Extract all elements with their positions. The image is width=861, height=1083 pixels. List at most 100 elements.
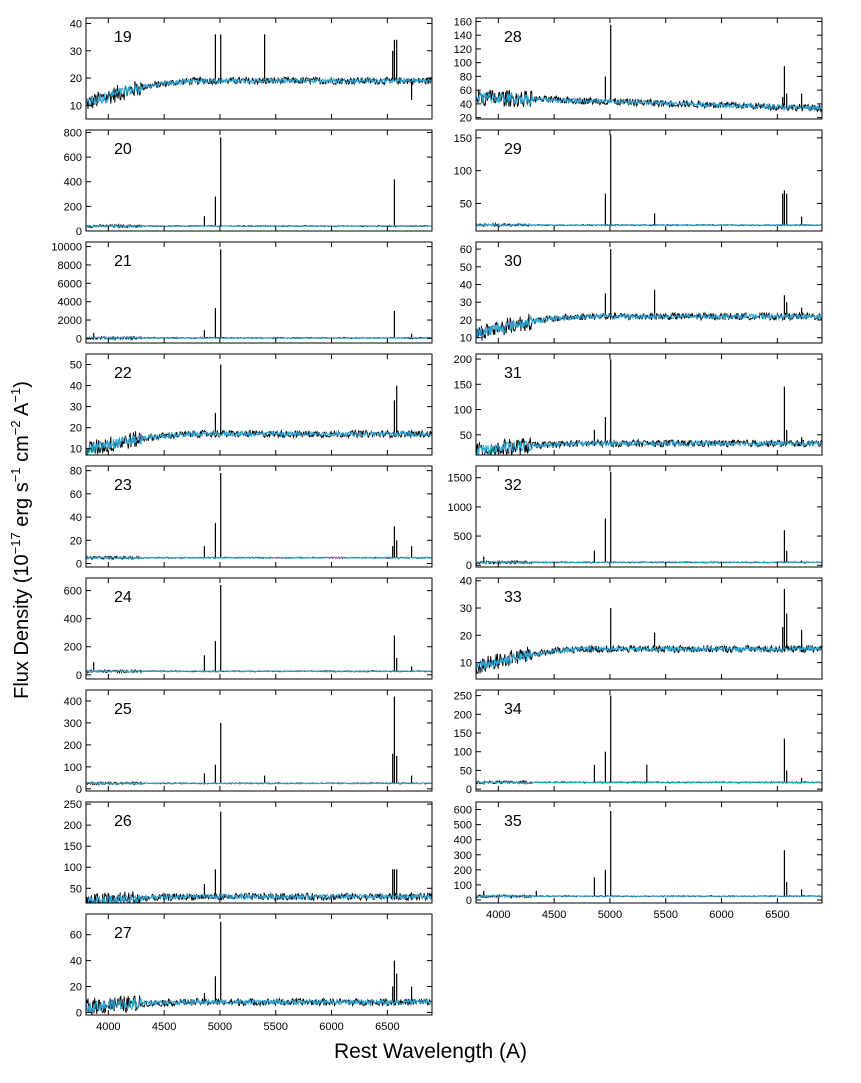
ytick-label-25-400: 400 <box>64 696 82 708</box>
ytick-label-32-1000: 1000 <box>448 502 472 514</box>
ytick-label-19-20: 20 <box>70 73 82 85</box>
panel-27: 27 0 20 40 60 4000 4500 5000 5500 6000 6500 <box>70 913 433 1033</box>
ytick-label-32-500: 500 <box>454 531 472 543</box>
panel-frame-27 <box>85 913 433 1016</box>
ytick-label-26-150: 150 <box>64 841 82 853</box>
panel-label-20: 20 <box>114 141 132 158</box>
xtick-label-27-5500: 5500 <box>263 1021 287 1033</box>
model-spectrum-26 <box>87 892 432 903</box>
panel-33: 33 10 20 30 40 <box>460 576 823 680</box>
xtick-label-35-5500: 5500 <box>653 909 677 921</box>
panel-frame-19 <box>85 17 433 120</box>
y-axis-label-mid1: erg s <box>11 482 33 532</box>
ytick-label-30-30: 30 <box>460 297 472 309</box>
ytick-label-34-100: 100 <box>454 747 472 759</box>
xtick-label-35-6500: 6500 <box>765 909 789 921</box>
ytick-label-33-30: 30 <box>460 603 472 615</box>
ytick-label-30-20: 20 <box>460 315 472 327</box>
panel-22: 22 10 20 30 40 50 <box>70 353 433 456</box>
model-spectrum-33 <box>476 644 822 671</box>
panel-grid: 1910203040200200400600800210200040006000… <box>51 16 823 1033</box>
ytick-label-30-40: 40 <box>460 280 472 292</box>
ytick-label-29-100: 100 <box>454 166 472 178</box>
ytick-label-30-50: 50 <box>460 262 472 274</box>
ytick-label-35-600: 600 <box>454 805 472 817</box>
panel-frame-22 <box>85 353 433 456</box>
panel-31: 31 50 100 150 200 <box>454 353 823 456</box>
panel-35: 35 0 100 200 300 400 500 600 4000 4500 5000 5500 600… <box>454 801 823 921</box>
ytick-label-23-40: 40 <box>70 512 82 524</box>
panel-frame-31 <box>475 353 823 456</box>
model-spectrum-28 <box>476 91 822 112</box>
y-axis-label-exp2: −1 <box>8 467 23 482</box>
y-axis-label-mid2: cm <box>11 435 33 467</box>
panel-label-31: 31 <box>504 365 522 382</box>
xtick-label-27-6000: 6000 <box>319 1021 343 1033</box>
panel-25: 25 0 100 200 300 400 <box>64 689 433 796</box>
panel-label-32: 32 <box>504 477 522 494</box>
ytick-label-23-60: 60 <box>70 489 82 501</box>
ytick-label-20-200: 200 <box>64 201 82 213</box>
ytick-label-35-400: 400 <box>454 835 472 847</box>
ytick-label-26-100: 100 <box>64 862 82 874</box>
panel-label-26: 26 <box>114 813 132 830</box>
ytick-label-33-10: 10 <box>460 658 472 670</box>
ytick-label-19-30: 30 <box>70 46 82 58</box>
panel-frame-30 <box>475 241 823 344</box>
panel-24: 24 0 200 400 600 <box>64 577 433 682</box>
panel-23: 23 0 20 40 60 80 <box>70 465 433 571</box>
panel-frame-28 <box>475 17 823 120</box>
ytick-label-33-20: 20 <box>460 630 472 642</box>
ytick-label-23-20: 20 <box>70 535 82 547</box>
panel-label-28: 28 <box>504 29 522 46</box>
xtick-label-27-4500: 4500 <box>152 1021 176 1033</box>
panel-label-22: 22 <box>114 365 132 382</box>
ytick-label-22-10: 10 <box>70 444 82 456</box>
panel-label-35: 35 <box>504 813 522 830</box>
y-axis-label-wrap: Flux Density (10−17 erg s−1 cm−2 A−1) <box>0 0 40 1078</box>
model-spectrum-25 <box>86 781 432 786</box>
ytick-label-23-0: 0 <box>76 559 82 571</box>
panel-26: 26 50 100 150 200 250 <box>64 799 433 904</box>
model-spectrum-29 <box>476 222 822 228</box>
y-axis-label-main: Flux Density (10 <box>11 554 33 699</box>
ytick-label-21-6000: 6000 <box>58 278 82 290</box>
y-axis-label-exp1: −17 <box>8 532 23 554</box>
ytick-label-20-800: 800 <box>64 127 82 139</box>
panel-frame-33 <box>475 577 823 680</box>
panel-label-25: 25 <box>114 701 132 718</box>
y-axis-label-exp4: −1 <box>8 388 23 403</box>
xtick-label-27-5000: 5000 <box>208 1021 232 1033</box>
ytick-label-22-50: 50 <box>70 360 82 372</box>
panel-19: 19 10 20 30 40 <box>70 17 433 120</box>
ytick-label-35-0: 0 <box>466 895 472 907</box>
y-axis-label: Flux Density (10−17 erg s−1 cm−2 A−1) <box>8 381 33 699</box>
ytick-label-34-200: 200 <box>454 709 472 721</box>
xtick-label-35-4500: 4500 <box>542 909 566 921</box>
model-spectrum-24 <box>86 669 432 674</box>
ytick-label-25-200: 200 <box>64 740 82 752</box>
panel-label-30: 30 <box>504 253 522 270</box>
panel-frame-29 <box>475 129 823 232</box>
xtick-label-27-4000: 4000 <box>96 1021 120 1033</box>
ytick-label-21-8000: 8000 <box>58 260 82 272</box>
ytick-label-34-150: 150 <box>454 728 472 740</box>
panel-frame-23 <box>85 465 433 568</box>
model-spectrum-35 <box>476 894 822 899</box>
ytick-label-19-10: 10 <box>70 100 82 112</box>
model-spectrum-19 <box>86 76 432 107</box>
ytick-label-27-0: 0 <box>76 1007 82 1019</box>
xtick-label-35-5000: 5000 <box>598 909 622 921</box>
ytick-label-22-30: 30 <box>70 402 82 414</box>
panel-label-27: 27 <box>114 925 132 942</box>
ytick-label-32-1500: 1500 <box>448 473 472 485</box>
ytick-label-25-0: 0 <box>76 784 82 796</box>
ytick-label-27-40: 40 <box>70 956 82 968</box>
ytick-label-34-50: 50 <box>460 765 472 777</box>
panel-label-23: 23 <box>114 477 132 494</box>
ytick-label-24-400: 400 <box>64 614 82 626</box>
panel-frame-21 <box>85 241 433 344</box>
ytick-label-34-250: 250 <box>454 691 472 703</box>
